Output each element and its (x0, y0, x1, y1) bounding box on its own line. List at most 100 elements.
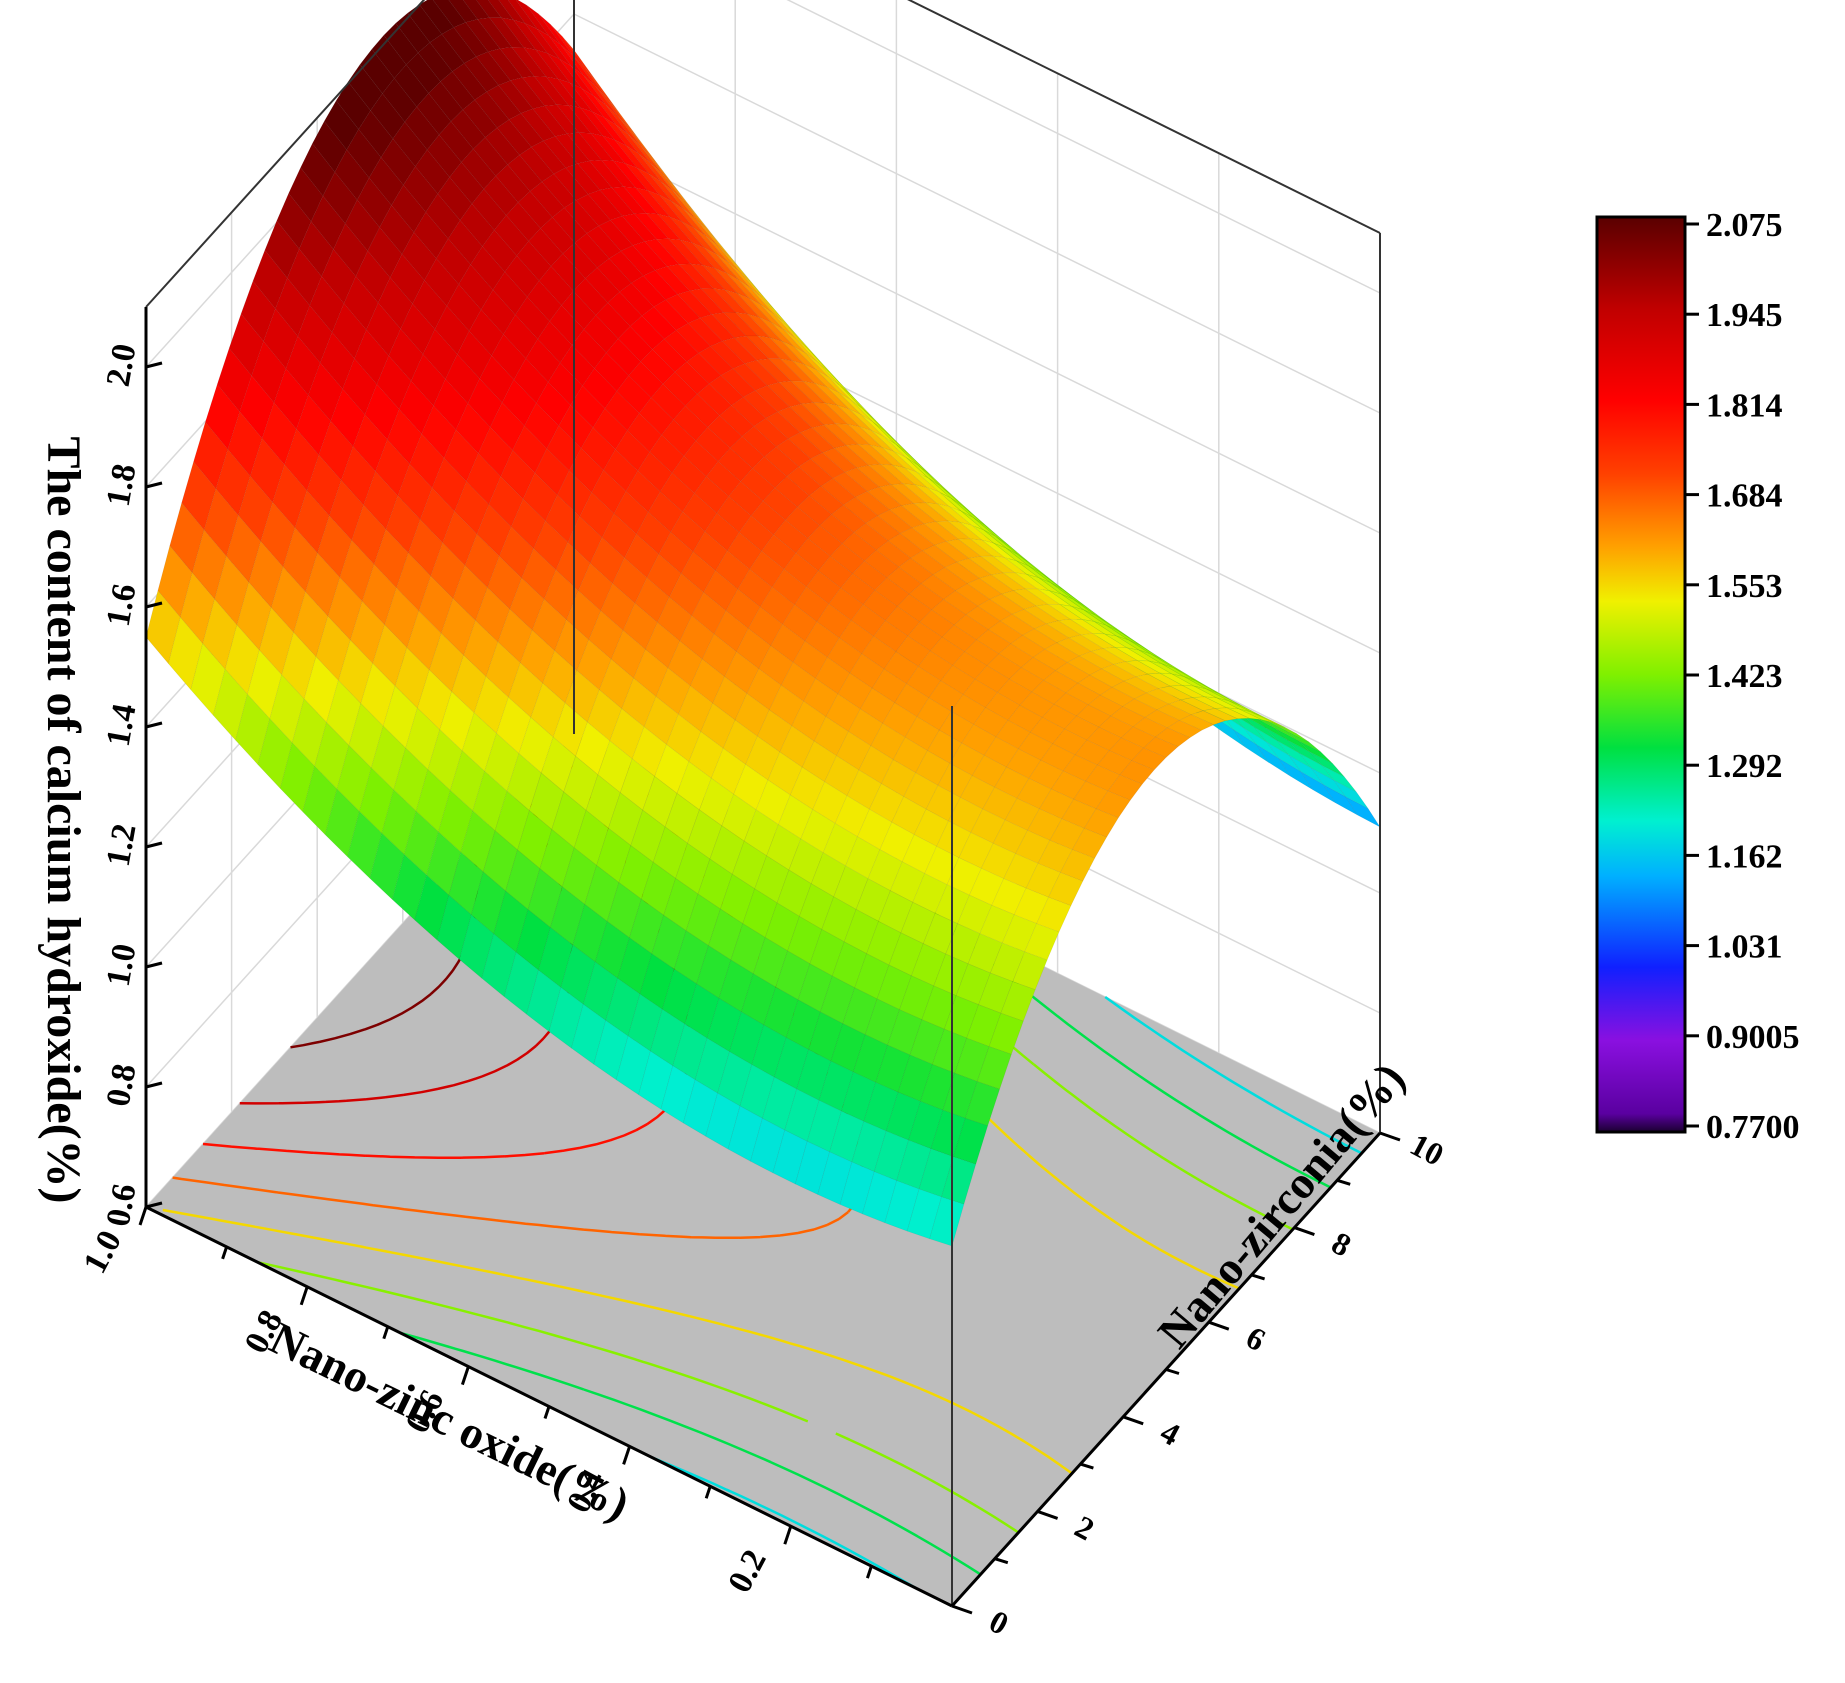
y-tick (1165, 1368, 1180, 1375)
surface-cell (806, 1099, 842, 1153)
surface-cell (549, 23, 585, 68)
surface-cell (1286, 730, 1321, 752)
surface-cell (388, 328, 424, 382)
surface-cell (629, 898, 665, 955)
y-tick (1122, 1415, 1144, 1426)
z-tick (145, 601, 163, 609)
surface-cell (759, 317, 794, 347)
surface-cell (862, 1171, 898, 1224)
surface-cell (293, 591, 329, 658)
surface-cell (522, 47, 559, 80)
surface-cell (563, 755, 599, 811)
surface-cell (731, 840, 767, 890)
y-tick-label: 8 (1326, 1224, 1357, 1263)
surface-cell (625, 470, 661, 513)
surface-cell (373, 528, 409, 589)
surface-cell (463, 619, 499, 678)
colorbar-label: 1.423 (1706, 658, 1783, 695)
surface-cell (821, 896, 857, 943)
surface-cell (260, 501, 296, 568)
top-left-edge (145, 0, 426, 308)
surface-cell (1190, 710, 1227, 726)
surface-cell (551, 791, 587, 849)
surface-cell (852, 560, 888, 591)
surface-cell (1216, 697, 1251, 713)
surface-cell (532, 105, 568, 137)
surface-cell (708, 908, 744, 961)
surface-cell (739, 1064, 775, 1119)
surface-cell (591, 111, 627, 147)
surface-cell (368, 156, 404, 206)
surface-cell (672, 1023, 708, 1081)
surface-cell (859, 687, 896, 724)
y-tick (1079, 1462, 1094, 1470)
surface-cell (443, 429, 479, 483)
z-tick-label: 1.2 (100, 821, 144, 869)
surface-cell (481, 933, 517, 998)
surface-cell (517, 190, 553, 229)
surface-cell (1036, 896, 1072, 933)
surface-cell (686, 352, 722, 385)
surface-cell (347, 810, 383, 879)
surface-cell (626, 412, 662, 453)
surface-cell (659, 472, 695, 513)
surface-cell (1041, 703, 1077, 730)
y-tick-label: 2 (1069, 1508, 1100, 1547)
surface-cell (228, 313, 264, 377)
surface-cell (763, 986, 799, 1039)
surface-cell (940, 665, 976, 695)
surface-cell (990, 942, 1026, 982)
surface-cell (270, 566, 306, 633)
surface-cell (191, 529, 227, 600)
surface-cell (312, 120, 348, 173)
surface-cell (484, 127, 520, 166)
surface-cell (659, 194, 694, 229)
y-tick (1208, 1320, 1230, 1331)
colorbar: 2.075 1.945 1.814 1.684 1.553 1.423 1.292 1.162… (1595, 207, 1800, 1146)
surface-cell (389, 253, 425, 305)
surface-cell (237, 475, 273, 543)
surface-cell (983, 529, 1018, 555)
surface-cell (700, 288, 737, 313)
surface-cell (382, 77, 418, 123)
surface-cell (465, 18, 501, 53)
surface-cell (548, 986, 584, 1049)
surface-cell (472, 770, 508, 832)
surface-cell (291, 698, 327, 767)
surface-cell (380, 138, 416, 186)
surface-cell (787, 432, 823, 460)
surface-cell (608, 250, 644, 284)
z-tick (145, 361, 163, 369)
surface-cell (890, 861, 926, 903)
surface-cell (891, 796, 927, 836)
surface-cell (252, 249, 288, 310)
surface-cell (592, 407, 628, 450)
surface-cell (1049, 818, 1085, 850)
surface-cell (583, 314, 619, 354)
surface-cell (1048, 872, 1084, 907)
z-axis-title: The content of calcium hydroxide(%) (37, 436, 90, 1203)
z-tick (145, 841, 163, 849)
surface-cell (386, 408, 422, 465)
surface-cell (810, 852, 846, 898)
surface-cell (558, 404, 594, 449)
surface-cell (586, 225, 622, 259)
surface-cell (358, 109, 394, 158)
surface-cell (942, 590, 979, 616)
surface-cell (692, 531, 728, 572)
surface-cell (512, 425, 548, 474)
surface-cell (878, 890, 914, 934)
colorbar-label: 1.292 (1706, 748, 1783, 785)
surface-cell (863, 549, 900, 579)
surface-cell (767, 358, 804, 382)
surface-cell (808, 485, 844, 515)
surface-cell (448, 0, 479, 23)
surface-cell (572, 277, 609, 316)
z-tick (145, 721, 163, 729)
surface-cell (751, 1024, 787, 1078)
surface-cell (778, 794, 814, 840)
surface-cell (661, 419, 697, 457)
surface-cell (909, 1019, 945, 1065)
x-tick (622, 1445, 632, 1465)
surface-cell (599, 187, 635, 217)
